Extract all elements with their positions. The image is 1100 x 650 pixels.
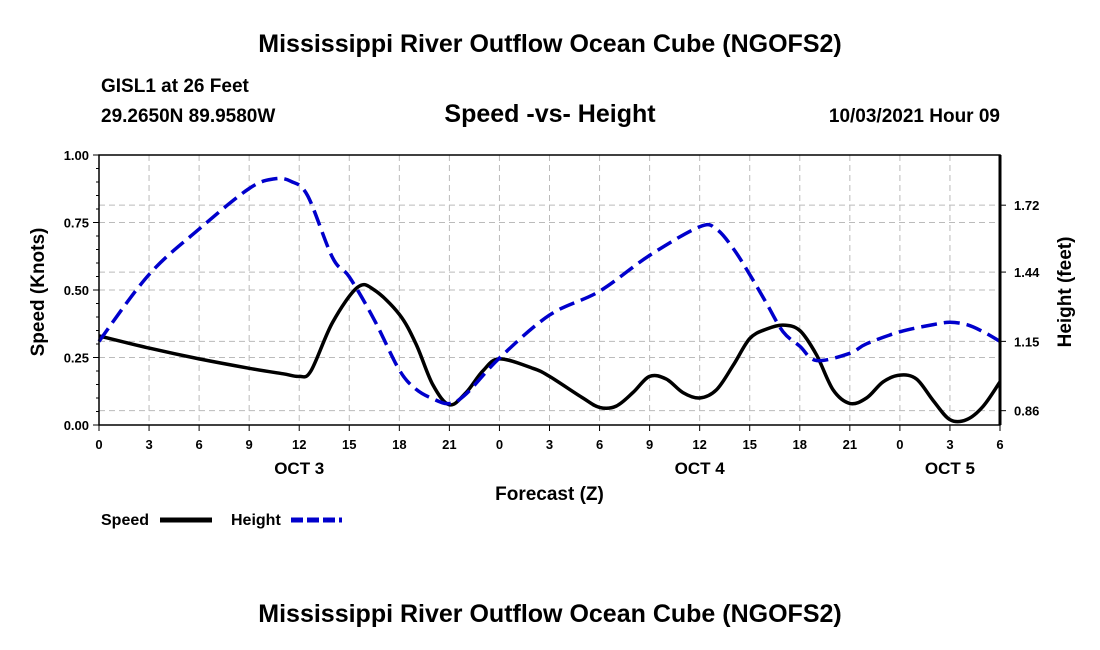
chart-title-bottom: Mississippi River Outflow Ocean Cube (NG… — [258, 600, 842, 628]
y-axis-title: Speed (Knots) — [28, 228, 49, 357]
y-tick-label: 0.50 — [64, 283, 89, 298]
day-label: OCT 5 — [925, 459, 975, 478]
x-tick-label: 3 — [946, 437, 953, 452]
x-axis-title: Forecast (Z) — [495, 484, 604, 505]
y-tick-label: 1.00 — [64, 148, 89, 163]
day-label: OCT 4 — [675, 459, 726, 478]
grid-lines — [99, 155, 1000, 425]
x-tick-label: 12 — [692, 437, 706, 452]
x-tick-label: 0 — [95, 437, 102, 452]
x-tick-label: 18 — [392, 437, 406, 452]
y-tick-label: 0.75 — [64, 216, 89, 231]
legend-height-label: Height — [231, 512, 281, 529]
y-tick-label: 0.00 — [64, 418, 89, 433]
x-tick-label: 6 — [996, 437, 1003, 452]
series-line-height — [97, 176, 1001, 406]
series-layer — [97, 176, 1002, 424]
forecast-datetime: 10/03/2021 Hour 09 — [828, 106, 1000, 127]
axes: 0 3 6 9 12 15 18 21 0 3 6 9 12 15 18 21 0 3 6 OCT 3 OCT 4 OCT… — [64, 148, 1040, 478]
x-tick-label: 0 — [896, 437, 903, 452]
x-tick-label: 18 — [793, 437, 807, 452]
x-tick-label: 6 — [195, 437, 202, 452]
x-tick-label: 6 — [596, 437, 603, 452]
chart-subtitle: Speed -vs- Height — [444, 100, 656, 128]
day-label: OCT 3 — [274, 459, 324, 478]
x-tick-label: 12 — [292, 437, 306, 452]
y2-axis-title: Height (feet) — [1055, 237, 1076, 348]
x-tick-label: 21 — [843, 437, 857, 452]
x-tick-label: 21 — [442, 437, 456, 452]
coordinates-label: 29.2650N 89.9580W — [101, 106, 276, 127]
x-tick-label: 9 — [246, 437, 253, 452]
x-tick-label: 15 — [342, 437, 356, 452]
x-tick-label: 3 — [145, 437, 152, 452]
x-tick-label: 15 — [742, 437, 756, 452]
y2-tick-label: 1.15 — [1014, 334, 1039, 349]
station-label: GISL1 at 26 Feet — [101, 76, 249, 97]
y2-tick-label: 1.44 — [1014, 265, 1040, 280]
legend: Speed Height — [101, 512, 342, 529]
x-tick-label: 3 — [546, 437, 553, 452]
y2-tick-label: 0.86 — [1014, 404, 1039, 419]
legend-speed-label: Speed — [101, 512, 149, 529]
y2-tick-label: 1.72 — [1014, 198, 1039, 213]
x-tick-label: 9 — [646, 437, 653, 452]
x-tick-label: 0 — [496, 437, 503, 452]
y-tick-label: 0.25 — [64, 351, 89, 366]
chart-title-top: Mississippi River Outflow Ocean Cube (NG… — [258, 30, 842, 58]
series-line-speed — [98, 282, 1002, 424]
